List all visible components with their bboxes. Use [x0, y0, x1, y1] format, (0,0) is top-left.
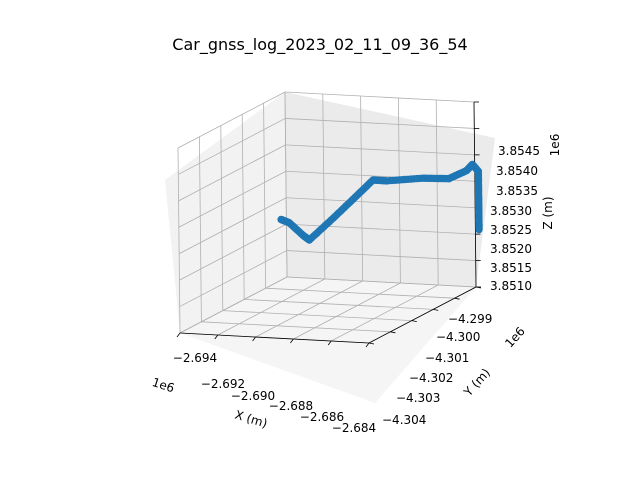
grid-line [331, 284, 439, 342]
grid-line [217, 278, 325, 336]
grid-line [398, 97, 401, 284]
z-tick-label: 3.8530 [490, 204, 532, 218]
tick-mark [433, 309, 439, 311]
tick-mark [368, 342, 375, 345]
grid-line [178, 197, 287, 255]
x-tick-label: −2.694 [173, 351, 217, 365]
y-axis-label: Y (m) [460, 366, 493, 400]
tick-mark [214, 334, 219, 340]
tick-mark [411, 320, 417, 322]
z-tick-label: 3.8515 [490, 261, 532, 275]
z-tick-label: 3.8535 [496, 184, 538, 198]
z-tick-label: 3.8520 [490, 242, 532, 256]
z-tick-label: 3.8540 [496, 164, 538, 178]
z-offset-label: 1e6 [548, 134, 562, 157]
x-offset-label: 1e6 [150, 375, 176, 395]
z-axis-label: Z (m) [541, 196, 555, 229]
y-tick-label: −4.303 [396, 391, 440, 405]
grid-line [201, 321, 391, 333]
grid-line [220, 125, 224, 311]
tick-mark [176, 332, 181, 338]
tick-mark [365, 342, 370, 348]
scatter-points [277, 160, 483, 244]
grid-line [199, 136, 202, 322]
grid-line [241, 114, 245, 300]
tick-mark [327, 340, 332, 346]
x-tick-label: −2.692 [201, 377, 245, 391]
floor-pane [180, 277, 476, 403]
grid-line [286, 276, 477, 288]
y-tick-label: −4.304 [382, 413, 426, 427]
grid-line [284, 91, 475, 103]
grid-line [286, 250, 476, 261]
y-tick-label: −4.299 [448, 312, 492, 326]
axis-line [179, 332, 370, 344]
grid-line [285, 118, 475, 129]
grid-line [179, 223, 287, 281]
x-tick-label: −2.684 [332, 421, 376, 435]
y-tick-label: −4.302 [409, 371, 453, 385]
y-offset-label: 1e6 [502, 324, 528, 350]
z-tick-labels: 3.8510 3.8515 3.8520 3.8525 3.8530 3.853… [490, 144, 540, 293]
axis-line [473, 101, 477, 288]
tick-mark [454, 297, 460, 300]
grid-line [285, 144, 475, 156]
z-tick-label: 3.8545 [498, 144, 540, 158]
x-tick-labels: −2.694 −2.692 −2.690 −2.688 −2.686 −2.68… [173, 351, 376, 435]
grid-line [322, 93, 326, 280]
y-tick-label: −4.300 [436, 330, 480, 344]
grid-line [179, 250, 287, 307]
grid-line [178, 170, 287, 228]
tick-mark [252, 336, 256, 342]
grid-line [435, 99, 439, 286]
grid-line [265, 287, 455, 299]
y-tick-label: −4.301 [425, 351, 469, 365]
tick-mark [290, 338, 294, 344]
y-tick-labels: −4.304 −4.303 −4.302 −4.301 −4.300 −4.29… [382, 312, 492, 427]
data-point [475, 225, 483, 234]
grid-line [255, 280, 363, 338]
grid-line [284, 91, 288, 278]
z-tick-label: 3.8525 [490, 223, 532, 237]
left-pane [165, 92, 287, 333]
z-tick-label: 3.8510 [490, 279, 532, 293]
grid-line [177, 91, 286, 149]
right-pane [285, 92, 495, 287]
grid-line [177, 147, 181, 334]
x-tick-label: −2.690 [231, 389, 275, 403]
tick-mark [390, 331, 396, 334]
grid-line [286, 197, 476, 209]
axis-lines [179, 101, 477, 344]
grid-line [222, 310, 412, 321]
x-axis-label: X (m) [233, 408, 269, 431]
grid-line [263, 103, 266, 289]
axis-line [368, 286, 477, 344]
chart-title: Car_gnss_log_2023_02_11_09_36_54 [172, 35, 467, 55]
x-tick-label: −2.686 [300, 410, 344, 424]
grid-line [179, 276, 288, 334]
x-tick-label: −2.688 [269, 399, 313, 413]
grid-line [178, 118, 286, 175]
grid-line [178, 144, 286, 202]
grid-line [293, 282, 401, 340]
grid-line [244, 299, 434, 310]
grid-line [286, 223, 476, 235]
